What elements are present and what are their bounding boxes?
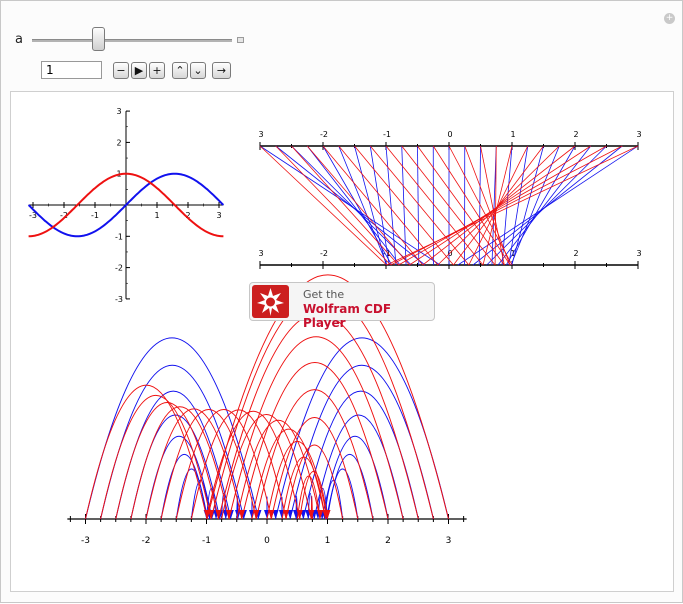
arc-curve-red [101, 395, 212, 519]
mapping-top-tick-label: 0 [447, 130, 452, 139]
cdf-player-label: Wolfram CDF Player [303, 302, 434, 330]
plot1-y-tick-label: -2 [115, 264, 123, 273]
mapping-line-red [355, 146, 454, 265]
mapping-bottom-tick-label: -2 [320, 249, 328, 258]
mapping-top-tick-label: -2 [320, 130, 328, 139]
mapping-line-red [402, 146, 495, 265]
mapping-line-red [409, 146, 590, 265]
arc-tick-label: 1 [325, 536, 331, 546]
plot1-x-tick-label: 3 [216, 211, 221, 220]
mapping-line-red [370, 146, 469, 265]
mapping-bottom-tick-label: 3 [258, 249, 263, 258]
arc-tick-label: 3 [446, 536, 452, 546]
mapping-top-tick-label: 1 [510, 130, 515, 139]
wolfram-spikey-icon [252, 285, 289, 318]
mapping-line-red [386, 146, 483, 265]
arc-curve-red [207, 411, 300, 519]
arc-arrowhead-red [283, 510, 289, 519]
mapping-top-tick-label: -1 [383, 130, 391, 139]
arc-tick-label: -2 [142, 536, 151, 546]
plot1-y-tick-label: 3 [116, 107, 121, 116]
arc-tick-label: 0 [264, 536, 270, 546]
plot1-x-tick-label: -1 [91, 211, 99, 220]
cdf-player-button[interactable]: Get the Wolfram CDF Player [249, 282, 435, 321]
mapping-line-blue [355, 146, 387, 265]
plot1-x-tick-label: 1 [154, 211, 159, 220]
mapping-line-blue [292, 146, 412, 265]
plot1-y-tick-label: 2 [116, 138, 121, 147]
mapping-line-blue [458, 146, 638, 265]
mapping-line-blue [487, 146, 607, 265]
plot1-y-tick-label: -3 [115, 295, 123, 304]
cdf-get-the-label: Get the [303, 288, 344, 301]
mapping-line-red [391, 146, 622, 265]
mapping-top-tick-label: 3 [258, 130, 263, 139]
mapping-bottom-tick-label: 3 [636, 249, 641, 258]
arc-curve-blue [290, 365, 433, 519]
mapping-bottom-tick-label: 2 [573, 249, 578, 258]
arc-tick-label: -1 [202, 536, 211, 546]
plot1-y-tick-label: -1 [115, 232, 123, 241]
mapping-line-blue [418, 146, 419, 265]
arc-arrowhead-red [268, 510, 274, 519]
mapping-top-tick-label: 3 [636, 130, 641, 139]
mapping-line-red [307, 146, 409, 265]
arc-tick-label: -3 [81, 536, 90, 546]
mapping-line-red [260, 146, 387, 265]
arc-curve-red [256, 390, 373, 519]
mapping-top-tick-label: 2 [573, 130, 578, 139]
arc-curve-red [86, 385, 208, 519]
arc-curve-blue [327, 454, 373, 519]
mapping-line-red [292, 146, 399, 265]
arc-tick-label: 2 [385, 536, 391, 546]
